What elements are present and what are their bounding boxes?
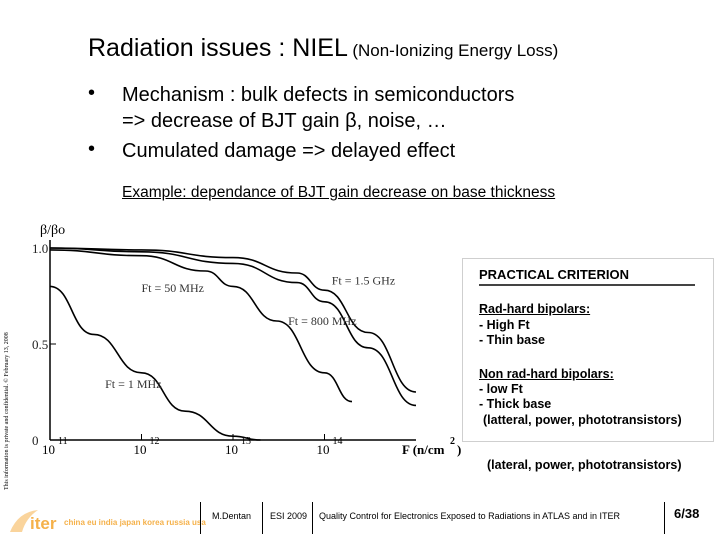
logo-text: iter <box>30 514 57 533</box>
lateral-note: (lateral, power, phototransistors) <box>487 458 682 472</box>
footer-separator <box>312 502 313 534</box>
series-line-1 <box>49 285 261 441</box>
x-tick-exponent: 14 <box>333 436 343 447</box>
non-rad-hard-item: - low Ft <box>479 382 523 396</box>
footer-separator <box>200 502 201 534</box>
series-line-4 <box>49 247 417 393</box>
criterion-note: (latteral, power, phototransistors) <box>483 413 682 427</box>
non-rad-hard-item: - Thick base <box>479 397 552 411</box>
rad-hard-item: - High Ft <box>479 318 530 332</box>
rad-hard-heading: Rad-hard bipolars: <box>479 302 591 316</box>
y-axis-label: β/βo <box>40 223 65 238</box>
footer-author: M.Dentan <box>212 511 252 521</box>
confidentiality-note: This information is private and confiden… <box>4 332 10 490</box>
curve-label-1: Ft = 1 MHz <box>105 377 161 391</box>
x-axis-label: F (n/cm <box>402 442 445 457</box>
non-rad-hard-heading: Non rad-hard bipolars: <box>479 367 614 381</box>
x-tick-label: 10 <box>317 442 330 457</box>
x-tick-label: 10 <box>42 442 55 457</box>
member-countries: china eu india japan korea russia usa <box>64 518 206 527</box>
x-tick-label: 10 <box>134 442 147 457</box>
criterion-box <box>462 258 714 442</box>
bullet-1-line-2: => decrease of BJT gain β, noise, … <box>122 110 447 132</box>
page-number: 6/38 <box>674 506 700 521</box>
x-tick-exponent: 12 <box>150 436 160 447</box>
curve-label-2: Ft = 50 MHz <box>142 281 204 295</box>
x-tick-label: 10 <box>225 442 238 457</box>
bullet-dot: • <box>88 82 96 104</box>
bullet-1: Mechanism : bulk defects in semiconducto… <box>122 82 514 134</box>
bullet-1-line-1: Mechanism : bulk defects in semiconducto… <box>122 84 515 106</box>
y-tick-label: 0.5 <box>32 337 48 352</box>
footer-separator <box>262 502 263 534</box>
footer-event: ESI 2009 <box>270 511 308 521</box>
chart-curves <box>49 247 417 441</box>
chart-axes <box>49 240 416 441</box>
y-tick-label: 1.0 <box>32 241 48 256</box>
curve-label-3: Ft = 800 MHz <box>288 314 356 328</box>
iter-logo-icon: iter <box>10 510 57 533</box>
footer-separator <box>664 502 665 534</box>
bullet-2-line-1: Cumulated damage => delayed effect <box>122 140 456 162</box>
slide-title: Radiation issues : NIEL (Non-Ionizing En… <box>88 34 558 63</box>
series-line-3 <box>49 247 417 407</box>
bullet-2: Cumulated damage => delayed effect <box>122 138 455 164</box>
rad-hard-item: - Thin base <box>479 333 545 347</box>
x-tick-exponent: 11 <box>58 436 68 447</box>
title-main: Radiation issues : NIEL <box>88 34 348 62</box>
example-caption: Example: dependance of BJT gain decrease… <box>122 184 556 201</box>
y-tick-label: 0 <box>32 433 39 448</box>
criterion-divider <box>479 284 695 286</box>
criterion-title: PRACTICAL CRITERION <box>479 267 629 282</box>
title-subtitle: (Non-Ionizing Energy Loss) <box>352 41 559 60</box>
bullet-dot: • <box>88 138 96 160</box>
series-line-2 <box>49 249 353 403</box>
x-axis-label-close: ) <box>457 442 461 457</box>
footer-talk-title: Quality Control for Electronics Exposed … <box>319 511 620 521</box>
x-tick-exponent: 13 <box>241 436 251 447</box>
x-axis-label-exponent: 2 <box>450 436 455 447</box>
curve-label-4: Ft = 1.5 GHz <box>332 273 395 287</box>
